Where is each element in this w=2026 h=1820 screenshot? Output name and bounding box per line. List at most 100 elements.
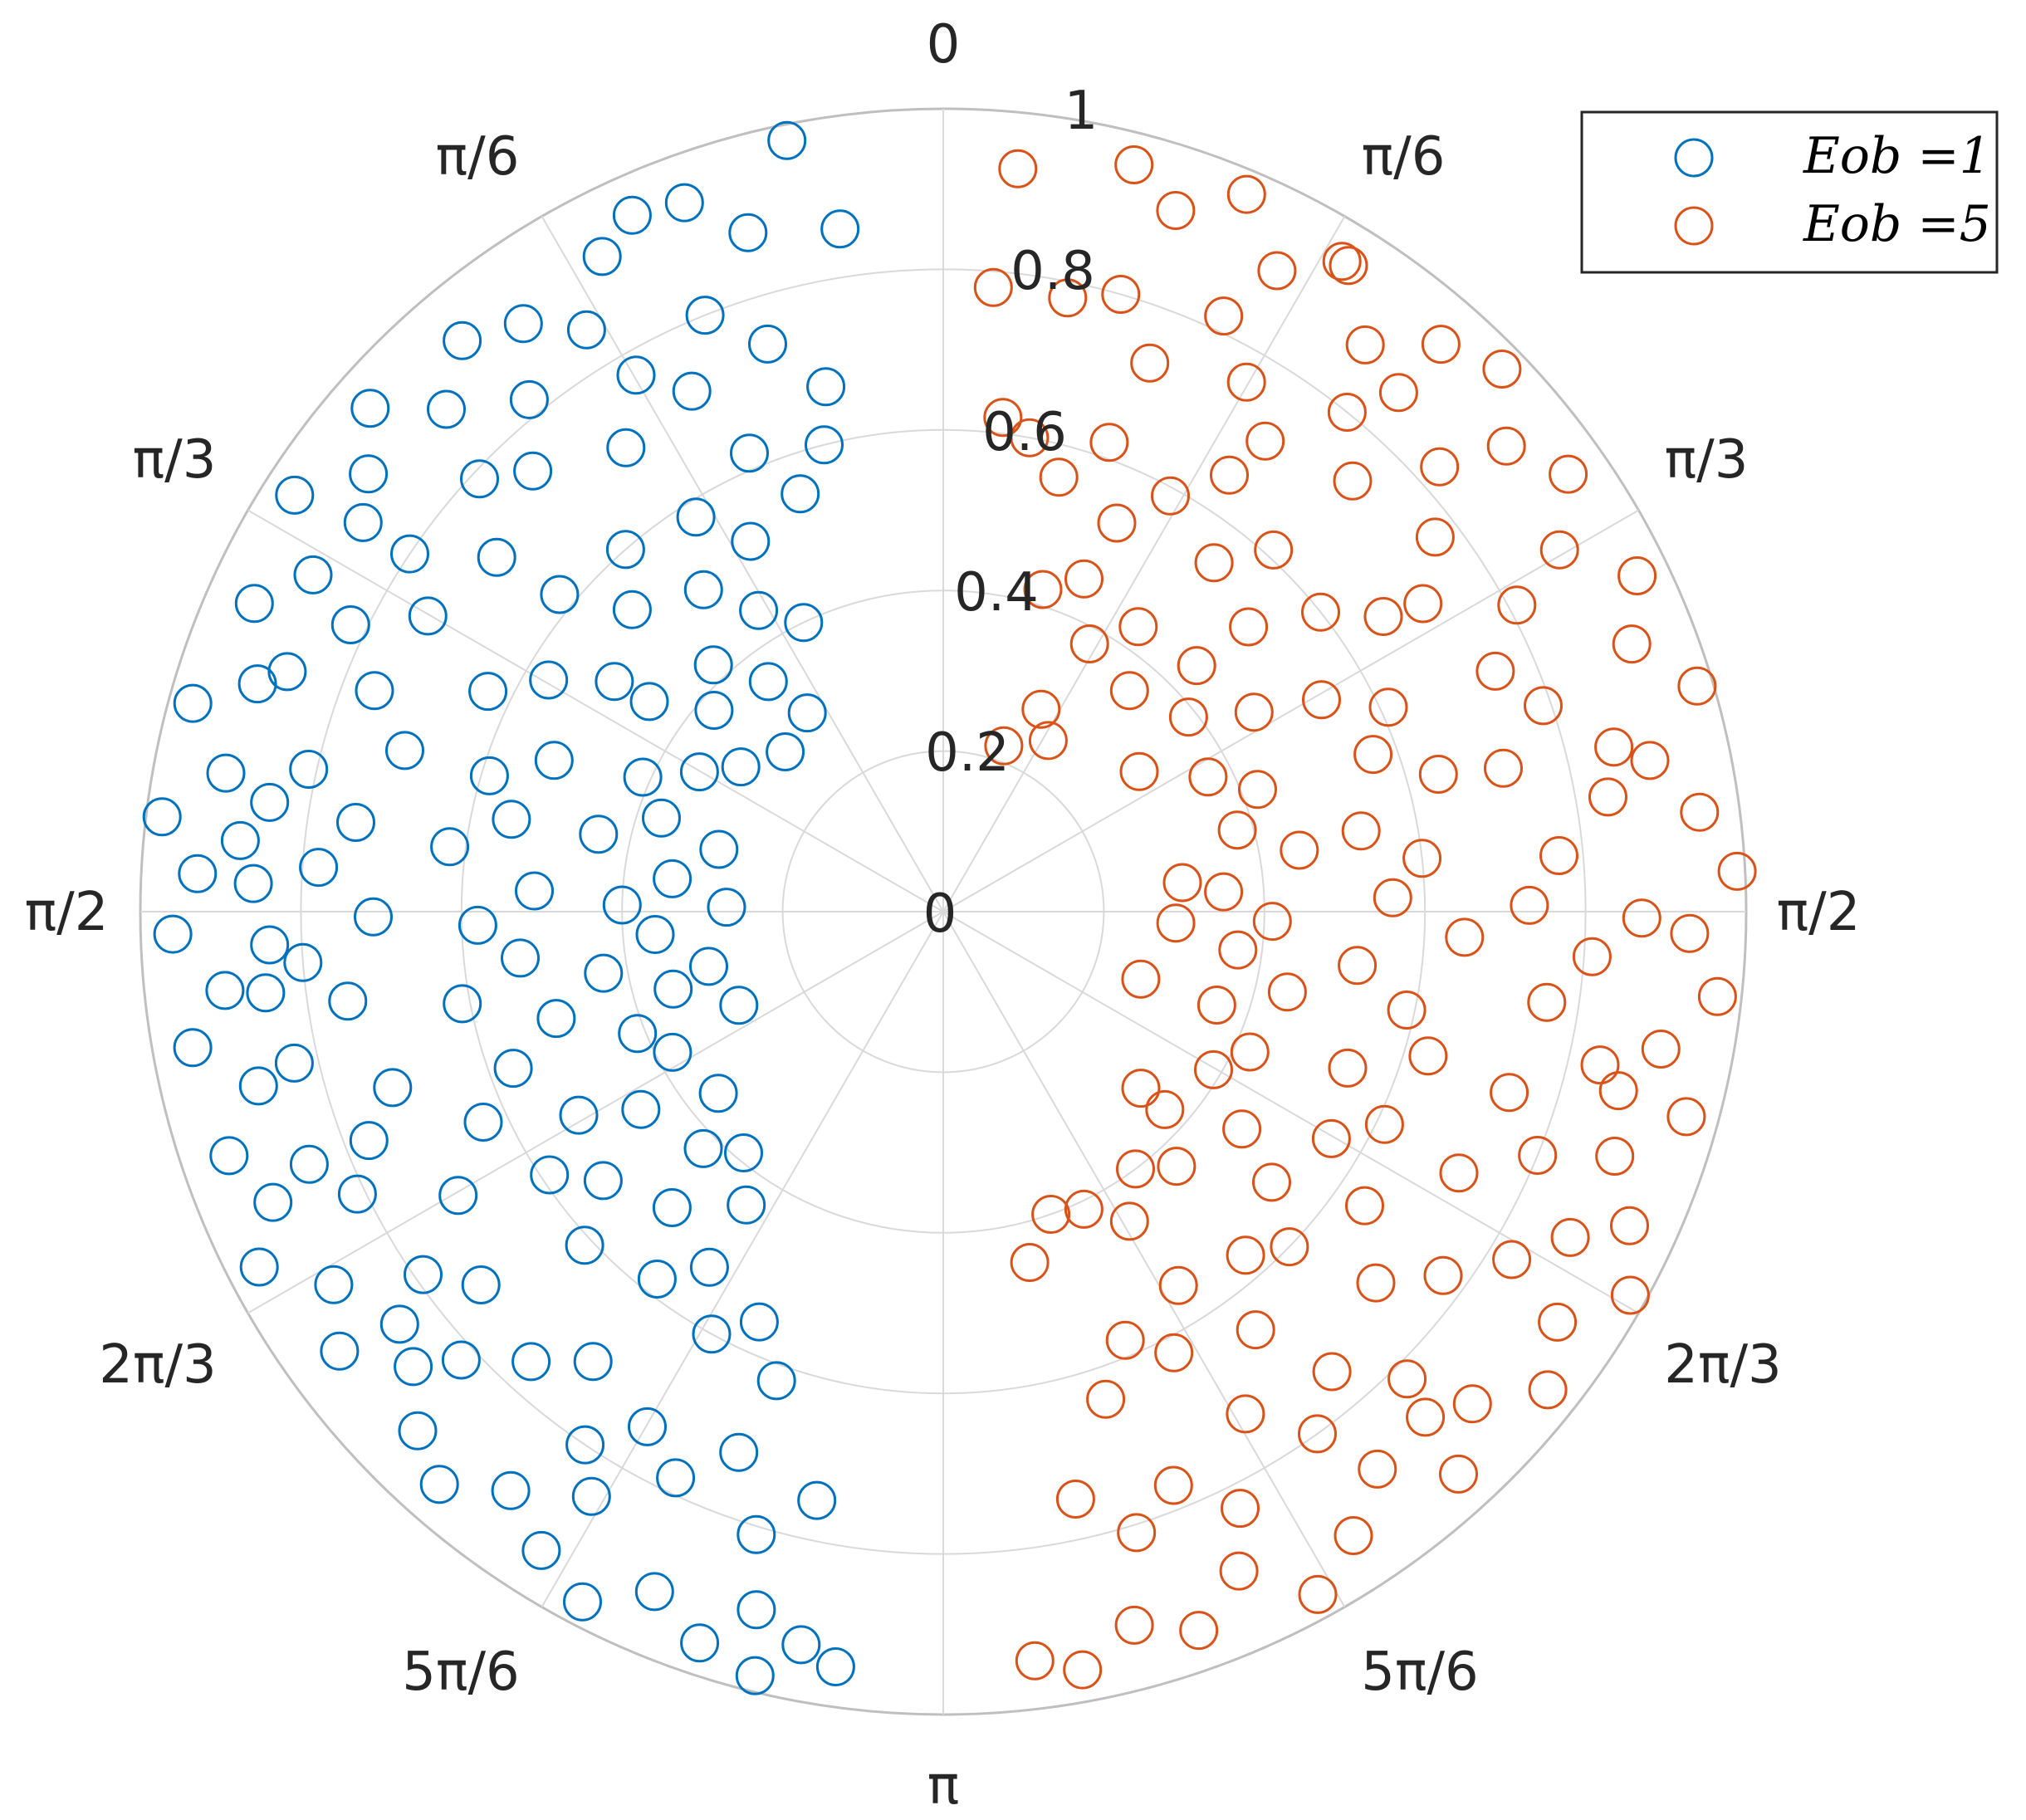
data-point-series-1-19 — [153, 914, 193, 954]
data-point-series-1-142 — [250, 925, 290, 965]
data-point-series-2-105 — [1154, 1333, 1194, 1372]
data-point-series-1-98 — [463, 1103, 503, 1142]
data-point-series-1-132 — [766, 732, 805, 771]
data-point-series-1-26 — [314, 1265, 354, 1304]
data-point-series-1-31 — [491, 1470, 531, 1510]
data-point-series-1-85 — [595, 662, 634, 702]
data-point-series-1-138 — [820, 209, 860, 249]
theta-label-pi: π — [927, 1755, 960, 1817]
data-point-series-1-49 — [390, 534, 429, 574]
data-point-series-1-21 — [173, 1028, 213, 1068]
data-point-series-1-94 — [501, 938, 540, 978]
data-point-series-2-27 — [1452, 1384, 1492, 1424]
data-point-series-1-89 — [469, 756, 509, 795]
data-point-series-1-80 — [676, 497, 716, 537]
data-point-series-1-42 — [672, 371, 712, 411]
data-point-series-1-27 — [320, 1331, 360, 1371]
r-label-0.8: 0.8 — [1011, 241, 1095, 302]
data-point-series-2-50 — [1497, 585, 1537, 625]
data-point-series-1-28 — [394, 1347, 433, 1387]
data-point-series-2-62 — [1439, 1153, 1479, 1193]
data-point-series-1-67 — [441, 1340, 481, 1380]
data-point-series-1-108 — [756, 1361, 796, 1401]
data-point-series-2-91 — [1373, 878, 1412, 917]
data-point-series-1-75 — [797, 1480, 837, 1520]
data-point-series-2-23 — [1610, 1206, 1649, 1245]
data-point-series-2-117 — [1238, 770, 1277, 810]
data-point-series-2-43 — [1226, 362, 1266, 402]
data-point-series-1-58 — [283, 942, 323, 982]
data-point-series-2-103 — [1236, 1310, 1275, 1350]
data-point-series-2-144 — [1378, 373, 1418, 413]
data-point-series-1-47 — [460, 459, 499, 499]
data-point-series-1-125 — [653, 1032, 692, 1072]
theta-label-right-2pi3: 2π/3 — [1664, 1334, 1782, 1396]
data-point-series-1-18 — [178, 854, 218, 893]
data-point-series-2-41 — [1130, 343, 1170, 383]
theta-label-left-pi6: π/6 — [436, 126, 520, 188]
data-point-series-1-70 — [565, 1425, 605, 1465]
data-point-series-1-145 — [289, 1144, 329, 1184]
data-point-series-1-34 — [634, 1572, 674, 1612]
data-point-series-2-146 — [1622, 898, 1661, 938]
data-point-series-2-148 — [1550, 1217, 1590, 1257]
data-point-series-1-60 — [274, 1043, 314, 1083]
data-point-series-2-134 — [1021, 689, 1061, 729]
data-point-series-2-104 — [1158, 1265, 1198, 1305]
data-point-series-2-114 — [1168, 697, 1208, 737]
data-point-series-1-4 — [582, 237, 622, 276]
data-point-series-1-61 — [373, 1068, 413, 1108]
data-point-series-1-78 — [730, 433, 769, 473]
data-point-series-1-5 — [566, 310, 606, 350]
data-point-series-1-93 — [458, 905, 497, 945]
data-point-series-1-38 — [815, 1647, 855, 1686]
data-point-series-2-56 — [1510, 885, 1549, 925]
data-point-series-2-32 — [1219, 1551, 1259, 1591]
data-point-series-2-121 — [1252, 902, 1292, 942]
data-point-series-1-112 — [693, 645, 733, 685]
legend-marker-series-2 — [1674, 206, 1714, 246]
data-point-series-1-141 — [233, 864, 273, 903]
legend-box — [1580, 110, 1999, 274]
data-point-series-2-124 — [1197, 986, 1236, 1025]
data-point-series-2-69 — [1226, 1394, 1265, 1434]
data-point-series-1-90 — [492, 800, 531, 839]
grid-spoke-2 — [942, 509, 1639, 912]
theta-label-right-pi6: π/6 — [1362, 126, 1446, 188]
data-point-series-2-58 — [1527, 982, 1567, 1022]
data-point-series-1-118 — [579, 815, 619, 854]
data-point-series-2-61 — [1518, 1136, 1558, 1175]
data-point-series-1-12 — [293, 555, 333, 594]
data-point-series-2-51 — [1475, 651, 1515, 691]
data-point-series-2-123 — [1267, 972, 1307, 1012]
data-point-series-2-132 — [1064, 1189, 1104, 1229]
data-point-series-1-9 — [350, 389, 390, 428]
data-point-series-1-120 — [602, 885, 642, 925]
data-point-series-2-115 — [1234, 692, 1274, 732]
data-point-series-2-44 — [1245, 421, 1285, 461]
theta-label-0: 0 — [927, 14, 961, 76]
data-point-series-2-14 — [1677, 666, 1717, 706]
data-point-series-2-84 — [1363, 597, 1403, 636]
data-point-series-1-97 — [493, 1049, 533, 1089]
data-point-series-1-134 — [699, 829, 739, 869]
data-point-series-2-98 — [1311, 1118, 1351, 1158]
data-point-series-2-122 — [1218, 930, 1258, 970]
data-point-series-2-96 — [1328, 1048, 1368, 1088]
data-point-series-1-110 — [739, 590, 779, 630]
data-point-series-2-125 — [1230, 1032, 1270, 1072]
data-point-series-1-117 — [642, 798, 681, 838]
data-point-series-2-143 — [1322, 242, 1362, 281]
data-point-series-2-36 — [1015, 1641, 1055, 1681]
data-point-series-2-17 — [1717, 851, 1757, 891]
data-point-series-2-76 — [1089, 423, 1129, 462]
data-point-series-2-73 — [1055, 1480, 1095, 1519]
data-point-series-2-116 — [1188, 757, 1228, 797]
data-point-series-1-68 — [511, 1342, 551, 1382]
data-point-series-1-126 — [621, 1089, 661, 1129]
data-point-series-1-46 — [513, 451, 553, 491]
data-point-series-1-148 — [237, 664, 277, 704]
data-point-series-2-74 — [1010, 418, 1050, 457]
data-point-series-2-48 — [1415, 517, 1455, 557]
